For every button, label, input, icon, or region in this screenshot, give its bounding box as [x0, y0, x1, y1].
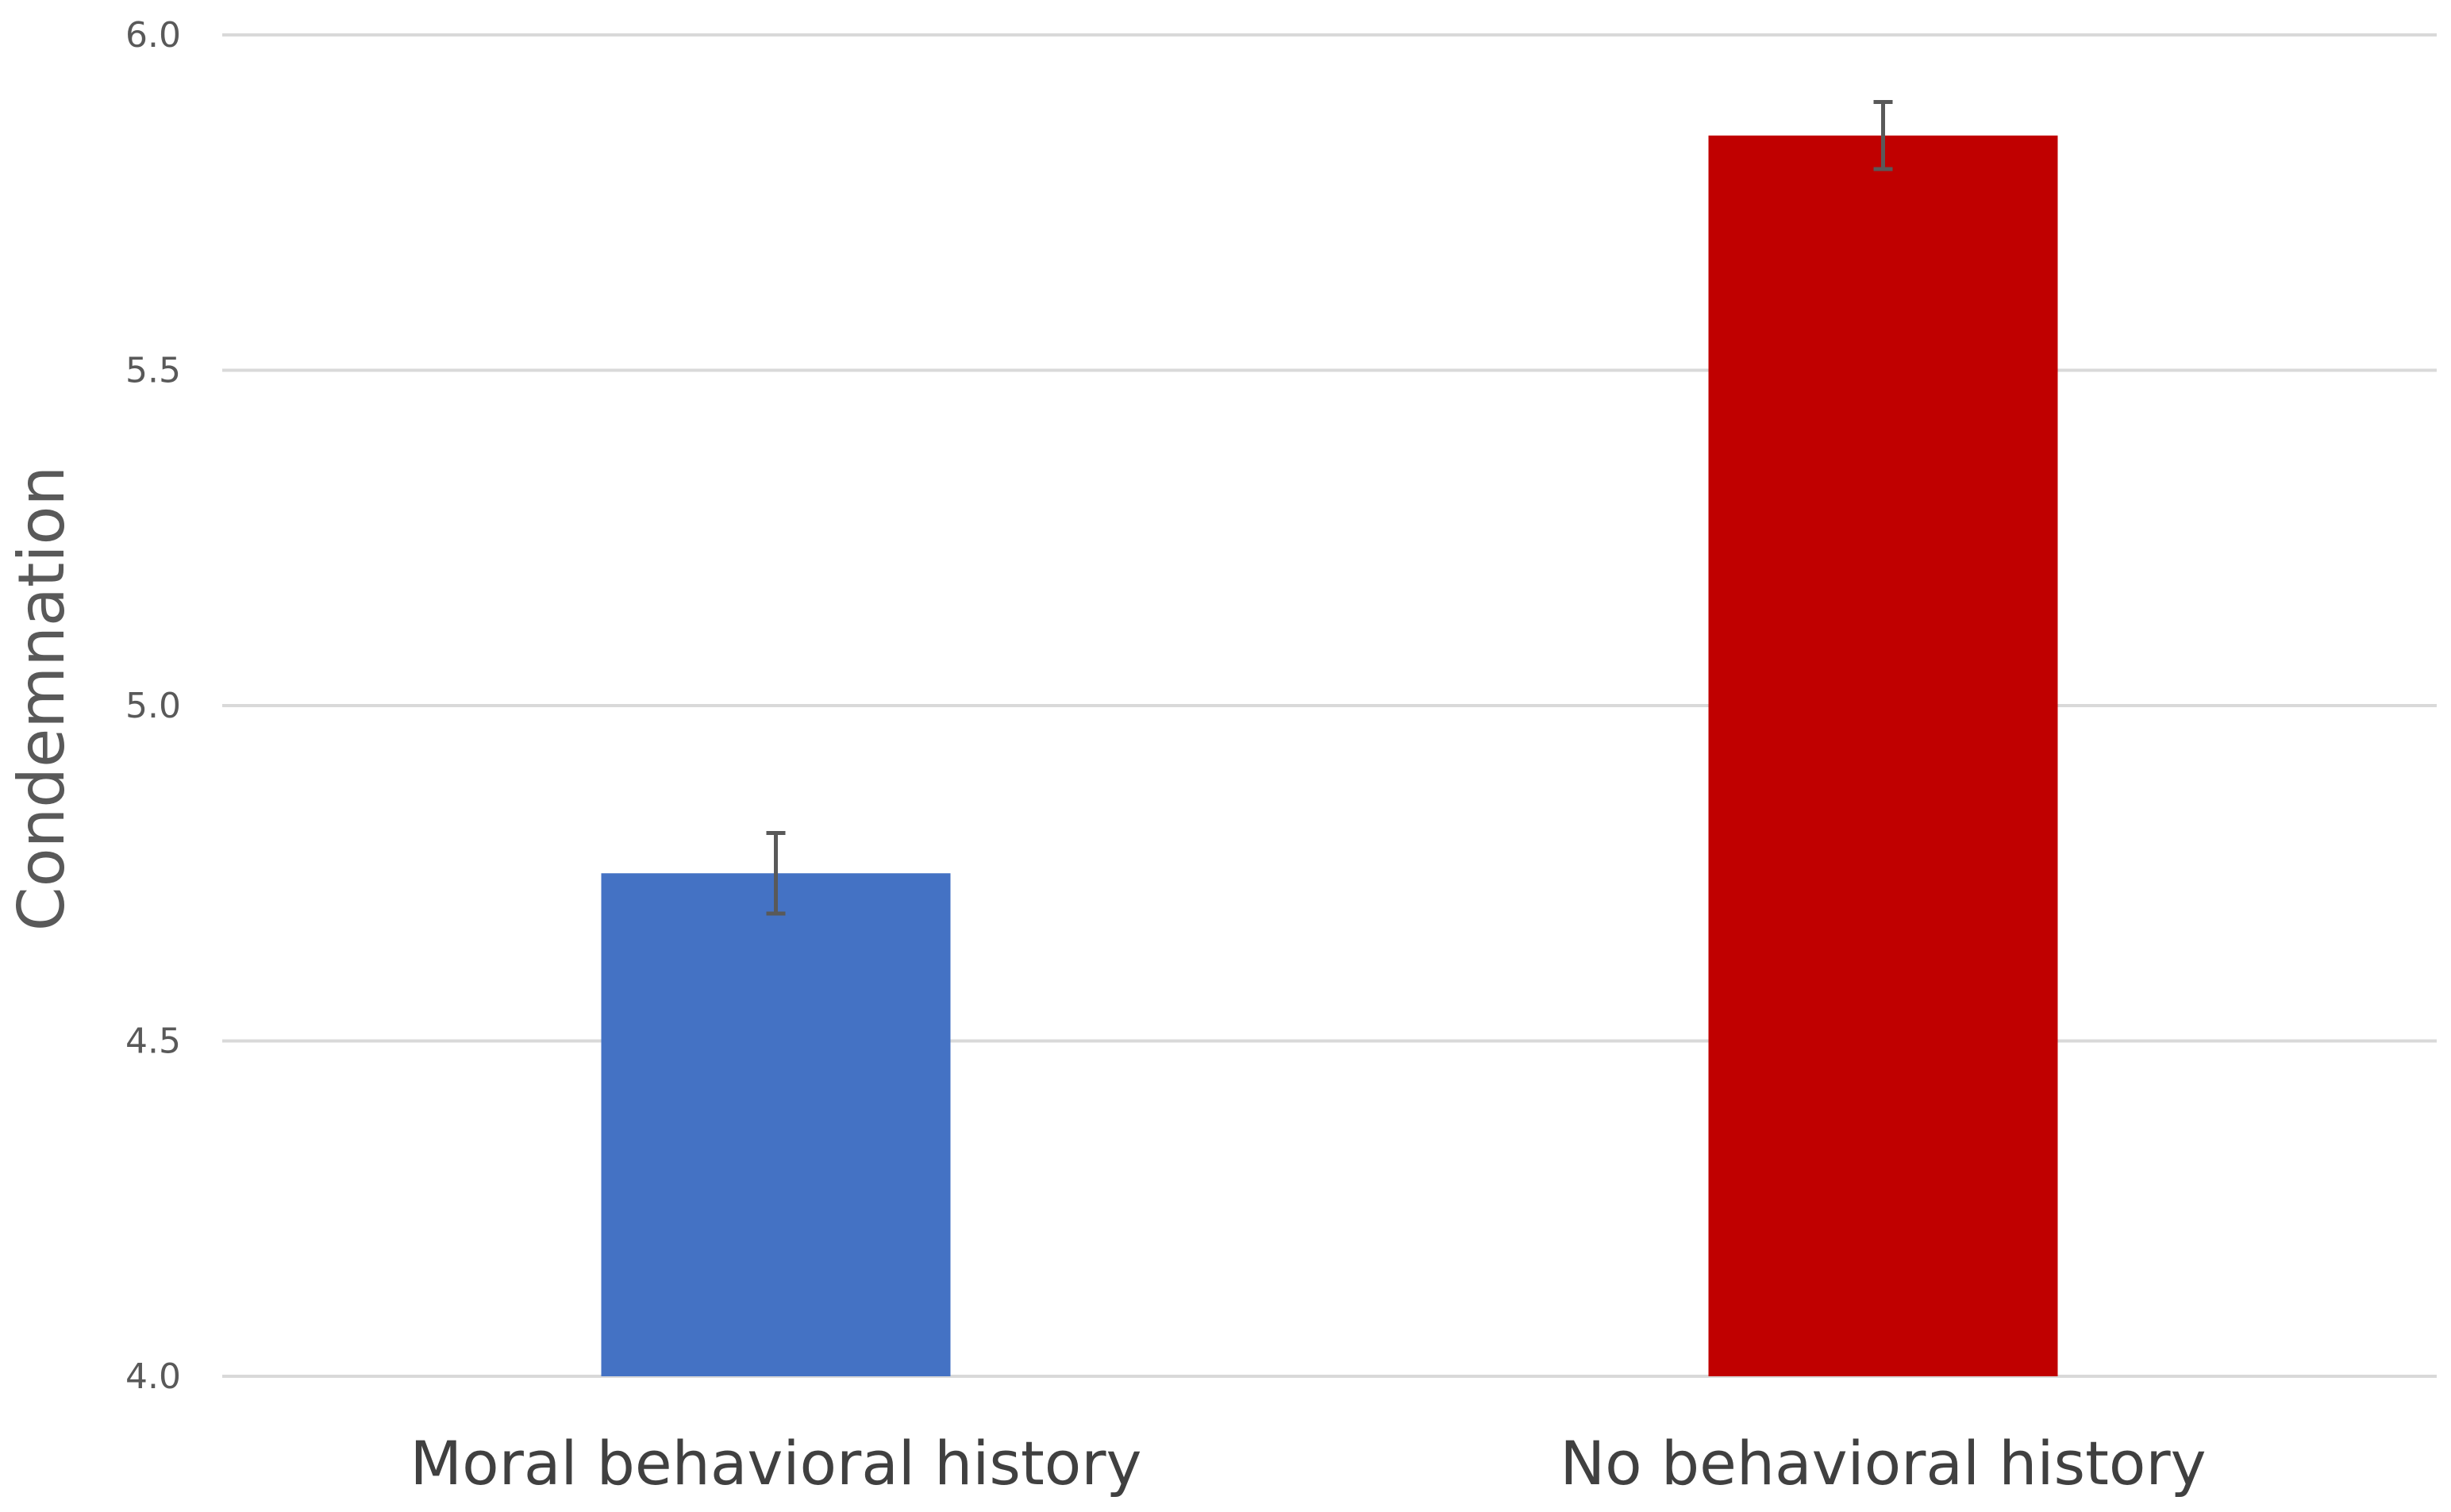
y-tick-labels: 4.0 4.5 5.0 5.5 6.0 [125, 15, 181, 1397]
bar [1708, 135, 2058, 1376]
x-category-labels: Moral behavioral history No behavioral hi… [410, 1428, 2207, 1499]
y-tick-label: 4.0 [125, 1356, 181, 1397]
x-category-label: No behavioral history [1560, 1428, 2206, 1499]
bar [601, 873, 951, 1376]
y-tick-label: 5.5 [125, 351, 181, 391]
x-category-label: Moral behavioral history [410, 1428, 1142, 1499]
y-tick-label: 6.0 [125, 15, 181, 56]
y-tick-label: 5.0 [125, 686, 181, 726]
y-tick-label: 4.5 [125, 1021, 181, 1062]
gridlines [222, 33, 2437, 1378]
bars [601, 135, 2058, 1376]
error-bars [766, 100, 1893, 916]
error-bar [766, 831, 786, 916]
y-axis-title: Condemnation [5, 466, 79, 931]
error-bar [1873, 100, 1893, 171]
